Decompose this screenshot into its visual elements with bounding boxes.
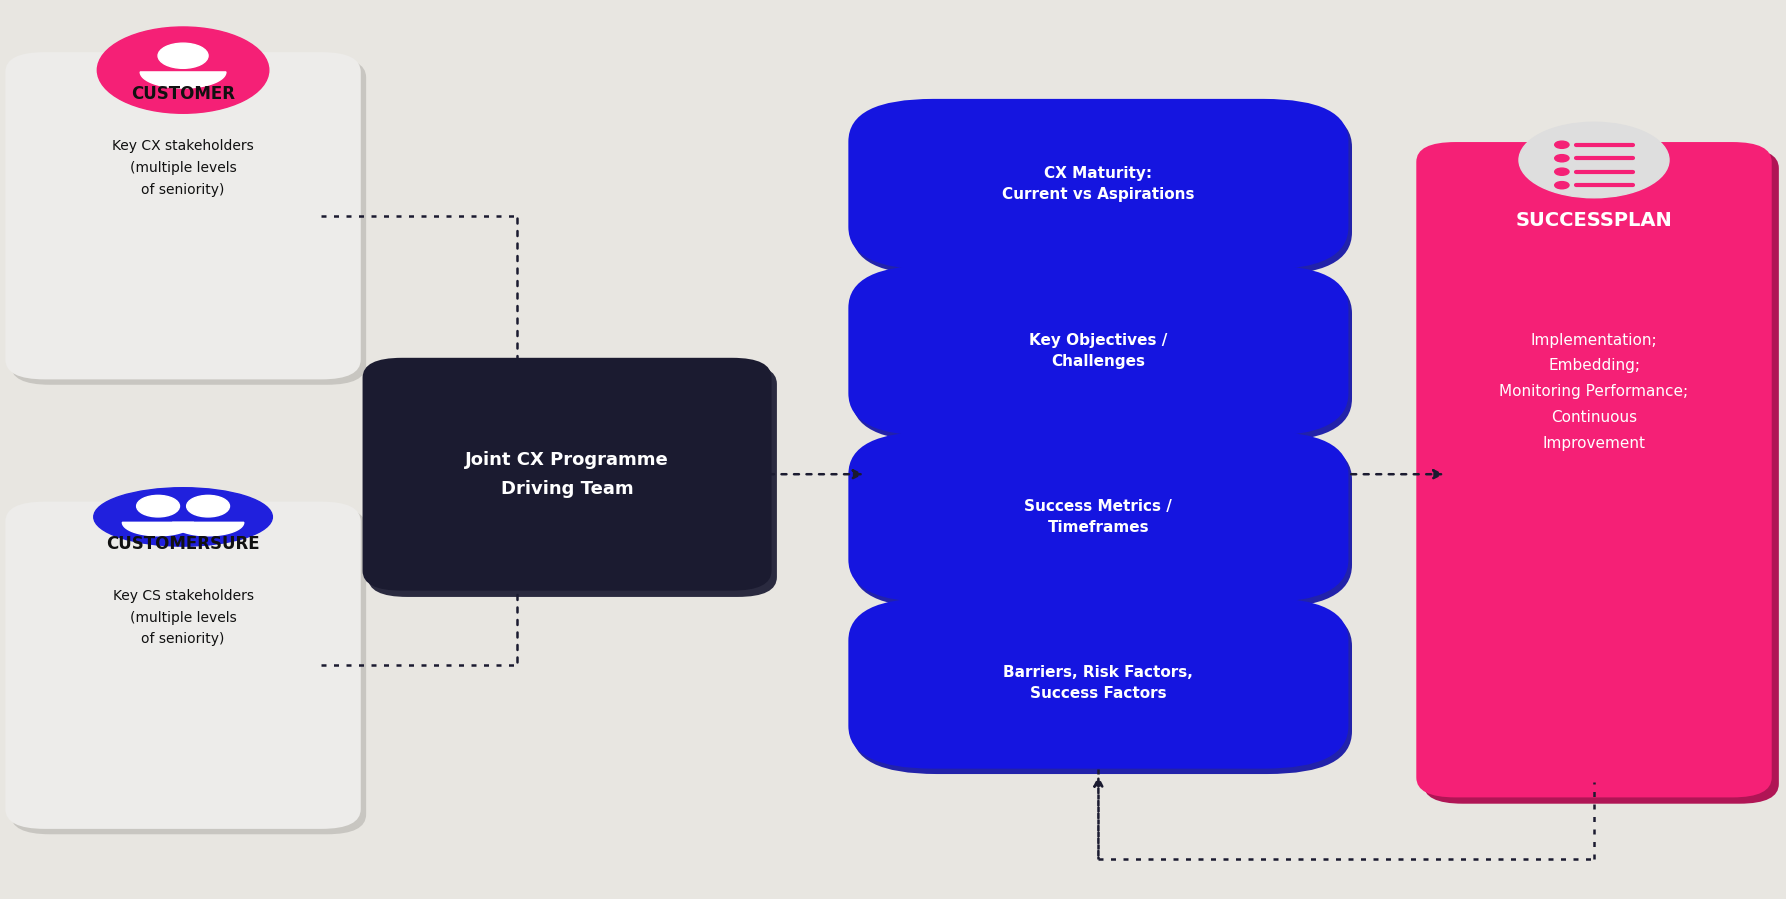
FancyBboxPatch shape (5, 502, 361, 829)
FancyBboxPatch shape (5, 52, 361, 379)
Circle shape (98, 27, 268, 113)
Text: Key Objectives /
Challenges: Key Objectives / Challenges (1029, 333, 1168, 369)
Circle shape (1554, 141, 1570, 148)
FancyBboxPatch shape (848, 432, 1348, 602)
FancyBboxPatch shape (11, 58, 366, 385)
Text: CX Maturity:
Current vs Aspirations: CX Maturity: Current vs Aspirations (1002, 166, 1195, 202)
Text: CUSTOMERSURE: CUSTOMERSURE (105, 535, 261, 553)
FancyBboxPatch shape (852, 437, 1352, 608)
Circle shape (1554, 168, 1570, 175)
FancyBboxPatch shape (848, 99, 1348, 270)
Text: CUSTOMER: CUSTOMER (130, 85, 236, 103)
Text: Joint CX Programme
Driving Team: Joint CX Programme Driving Team (464, 450, 670, 498)
FancyBboxPatch shape (368, 364, 777, 597)
FancyBboxPatch shape (852, 104, 1352, 275)
Circle shape (159, 43, 207, 68)
Circle shape (138, 495, 179, 517)
Polygon shape (121, 522, 195, 536)
Polygon shape (141, 72, 225, 88)
Text: Implementation;
Embedding;
Monitoring Performance;
Continuous
Improvement: Implementation; Embedding; Monitoring Pe… (1500, 333, 1688, 450)
FancyBboxPatch shape (363, 358, 772, 591)
Ellipse shape (93, 487, 271, 546)
Text: SUCCESSPLAN: SUCCESSPLAN (1516, 211, 1672, 230)
FancyBboxPatch shape (1416, 142, 1772, 797)
FancyBboxPatch shape (848, 265, 1348, 436)
Text: Barriers, Risk Factors,
Success Factors: Barriers, Risk Factors, Success Factors (1004, 665, 1193, 701)
Text: Key CS stakeholders
(multiple levels
of seniority): Key CS stakeholders (multiple levels of … (113, 589, 254, 646)
Text: Key CX stakeholders
(multiple levels
of seniority): Key CX stakeholders (multiple levels of … (113, 139, 254, 197)
FancyBboxPatch shape (848, 598, 1348, 769)
Polygon shape (173, 522, 243, 536)
Circle shape (1518, 122, 1668, 198)
Circle shape (186, 495, 230, 517)
Circle shape (1554, 155, 1570, 162)
FancyBboxPatch shape (1423, 148, 1779, 804)
FancyBboxPatch shape (852, 271, 1352, 441)
Circle shape (1554, 182, 1570, 189)
FancyBboxPatch shape (852, 603, 1352, 774)
Text: Success Metrics /
Timeframes: Success Metrics / Timeframes (1025, 499, 1172, 535)
FancyBboxPatch shape (11, 507, 366, 834)
